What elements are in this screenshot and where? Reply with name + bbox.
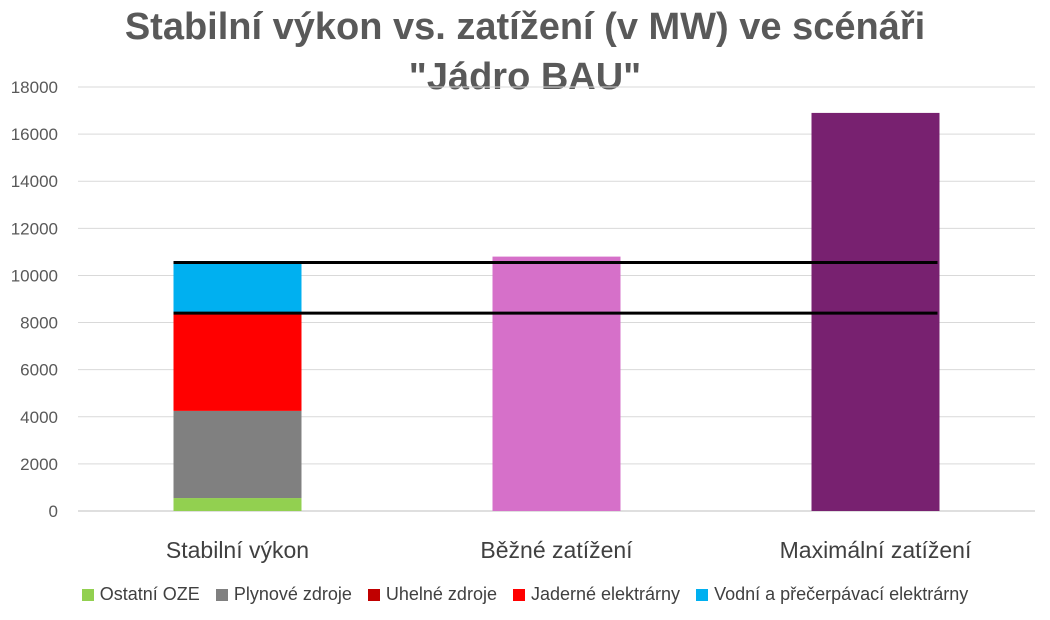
chart-title-line2: "Jádro BAU" [408, 56, 642, 98]
legend-item: Vodní a přečerpávací elektrárny [696, 584, 968, 605]
bar-segment [173, 498, 302, 511]
legend-item: Plynové zdroje [215, 584, 352, 605]
legend-label: Vodní a přečerpávací elektrárny [714, 584, 969, 604]
legend-item: Jaderné elektrárny [512, 584, 681, 605]
legend-swatch [81, 588, 94, 601]
legend-swatch [512, 588, 525, 601]
legend-label: Uhelné zdroje [385, 584, 497, 604]
legend-label: Jaderné elektrárny [530, 584, 681, 604]
y-tick-label: 10000 [11, 266, 58, 285]
y-tick-label: 18000 [11, 78, 58, 97]
y-tick-label: 0 [49, 502, 58, 521]
x-category-label: Stabilní výkon [166, 537, 309, 563]
legend-item: Uhelné zdroje [367, 584, 497, 605]
chart-title-line1: Stabilní výkon vs. zatížení (v MW) ve sc… [124, 6, 926, 48]
bar-segment [173, 262, 302, 314]
y-tick-label: 6000 [20, 361, 58, 380]
x-category-label: Běžné zatížení [480, 537, 633, 563]
y-tick-label: 16000 [11, 125, 58, 144]
chart-plot: 0 2000 4000 6000 8000 10000 12000 14000 16000 180… [11, 78, 1035, 563]
legend-label: Ostatní OZE [99, 584, 200, 604]
legend-item: Ostatní OZE [81, 584, 200, 605]
y-tick-label: 2000 [20, 455, 58, 474]
bar-segment [173, 410, 302, 499]
x-category-label: Maximální zatížení [780, 537, 972, 563]
legend-swatch [696, 588, 709, 601]
y-tick-label: 8000 [20, 314, 58, 333]
legend-swatch [215, 588, 228, 601]
y-tick-label: 14000 [11, 172, 58, 191]
bar [492, 256, 621, 511]
legend-swatch [367, 588, 380, 601]
legend-label: Plynové zdroje [233, 584, 352, 604]
y-tick-label: 12000 [11, 219, 58, 238]
bar-segment [173, 313, 302, 411]
y-tick-label: 4000 [20, 408, 58, 427]
chart-legend: Ostatní OZE Plynové zdroje Uhelné zdroje Ja… [0, 584, 1050, 605]
